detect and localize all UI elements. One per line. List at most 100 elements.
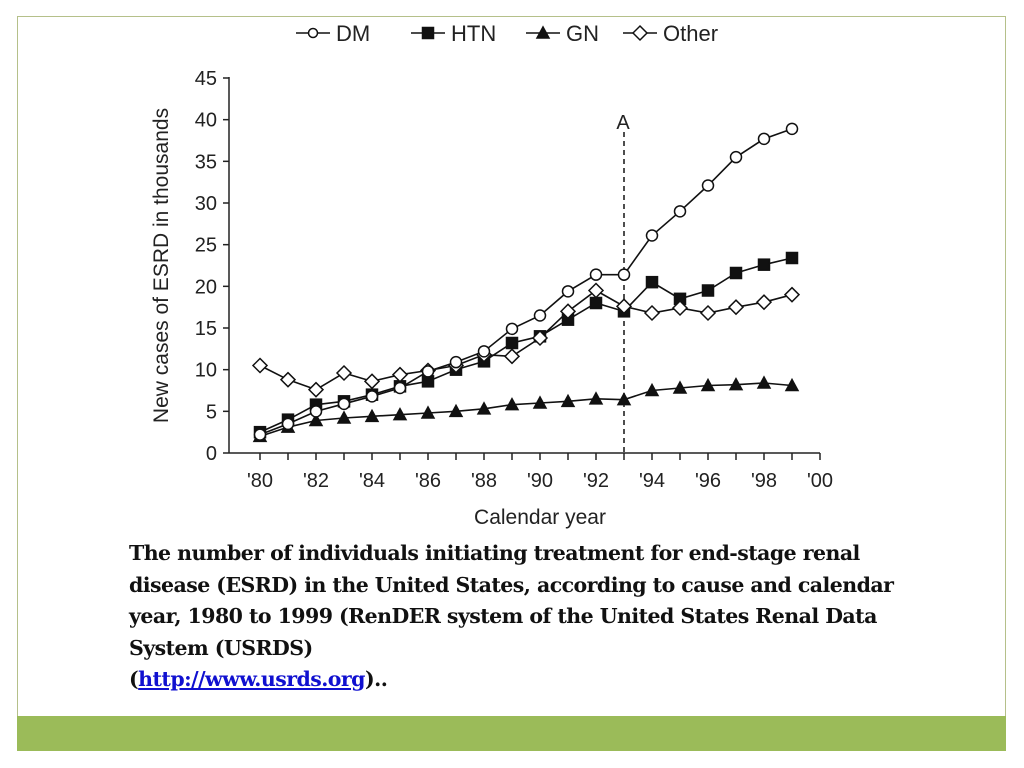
data-point-gn: [420, 405, 436, 419]
x-tick-label: '84: [359, 470, 385, 492]
data-point-htn: [757, 258, 771, 271]
data-point-htn: [729, 266, 743, 280]
data-point-gn: [504, 397, 520, 411]
data-point-dm: [505, 322, 519, 336]
data-point-other: [727, 299, 745, 316]
data-point-other: [391, 366, 409, 383]
annotation-a: A: [616, 112, 630, 453]
x-axis-label: Calendar year: [474, 506, 606, 529]
x-tick-label: '82: [303, 470, 329, 492]
y-axis-label: New cases of ESRD in thousands: [150, 108, 173, 423]
legend-label: DM: [336, 21, 370, 46]
y-tick-label: 25: [195, 235, 217, 257]
data-point-dm: [729, 150, 743, 164]
data-point-other: [531, 329, 549, 347]
x-tick-label: '94: [639, 470, 665, 492]
data-point-other: [307, 381, 325, 398]
data-point-htn: [589, 296, 603, 310]
y-tick-label: 5: [206, 401, 217, 423]
data-point-other: [643, 304, 661, 322]
data-point-gn: [672, 380, 688, 394]
data-point-htn: [505, 336, 519, 350]
data-point-dm: [533, 309, 547, 322]
data-point-gn: [336, 410, 352, 424]
x-tick-label: '88: [471, 470, 497, 492]
data-point-other: [783, 286, 801, 303]
data-point-dm: [365, 390, 379, 403]
x-tick-label: '96: [695, 470, 721, 492]
data-point-gn: [392, 407, 408, 421]
data-point-gn: [756, 375, 772, 389]
legend-marker-htn: [421, 26, 435, 40]
data-point-gn: [700, 377, 716, 392]
x-tick-label: '80: [247, 470, 273, 492]
data-point-dm: [337, 397, 351, 411]
chart-axes: 0 5 10 15 20 25 30 35 40 45 '80 '82 '84 '86 '88 '90 '92…: [150, 68, 833, 529]
data-point-gn: [784, 377, 800, 392]
legend-item-gn: GN: [526, 21, 599, 46]
series-gn: [252, 375, 800, 443]
x-tick-label: '86: [415, 470, 441, 492]
y-tick-label: 35: [195, 151, 217, 173]
series-htn: [253, 251, 799, 439]
legend-item-htn: HTN: [411, 21, 496, 46]
legend-label: Other: [663, 21, 718, 46]
y-tick-label: 0: [206, 443, 217, 465]
data-point-other: [335, 364, 353, 382]
x-tick-label: '90: [527, 470, 553, 492]
data-point-dm: [393, 381, 407, 395]
data-point-other: [615, 298, 633, 315]
data-point-gn: [476, 401, 492, 415]
legend-label: HTN: [451, 21, 496, 46]
data-point-dm: [561, 285, 575, 298]
slide-footer-bar: [17, 716, 1006, 751]
data-point-other: [587, 282, 605, 299]
data-point-dm: [645, 229, 659, 242]
chart-series: [251, 122, 801, 443]
data-point-dm: [281, 417, 295, 431]
caption-text: The number of individuals initiating tre…: [129, 541, 894, 660]
usrds-link[interactable]: http://www.usrds.org: [138, 667, 365, 691]
data-point-gn: [448, 403, 464, 418]
legend-marker-other: [631, 24, 649, 42]
y-tick-label: 40: [195, 110, 217, 132]
chart-legend: DM HTN GN Other: [296, 21, 718, 46]
y-tick-label: 20: [195, 276, 217, 298]
data-point-other: [503, 348, 521, 365]
y-tick-label: 10: [195, 360, 217, 382]
series-dm: [253, 122, 799, 441]
data-point-other: [363, 373, 381, 390]
x-tick-label: '92: [583, 470, 609, 492]
data-point-dm: [309, 405, 323, 418]
data-point-gn: [588, 391, 604, 405]
data-point-gn: [364, 408, 380, 423]
legend-marker-gn: [535, 25, 551, 39]
data-point-dm: [477, 345, 491, 358]
x-tick-label: '00: [807, 470, 833, 492]
data-point-dm: [589, 268, 603, 281]
data-point-dm: [701, 179, 715, 192]
y-axis-ticks: 0 5 10 15 20 25 30 35 40 45: [195, 68, 229, 465]
data-point-dm: [757, 132, 771, 146]
y-tick-label: 30: [195, 193, 217, 215]
legend-marker-dm: [307, 27, 319, 39]
data-point-gn: [532, 395, 548, 409]
data-point-gn: [728, 377, 744, 391]
y-tick-label: 15: [195, 318, 217, 340]
y-tick-label: 45: [195, 68, 217, 90]
data-point-dm: [673, 205, 687, 218]
data-point-other: [559, 303, 577, 320]
annotation-label: A: [616, 112, 630, 134]
figure-caption: The number of individuals initiating tre…: [129, 538, 909, 696]
data-point-other: [671, 299, 689, 317]
data-point-other: [755, 294, 773, 311]
x-tick-label: '98: [751, 470, 777, 492]
caption-open-paren: (: [129, 667, 139, 691]
data-point-dm: [785, 122, 799, 136]
series-line-gn: [259, 382, 793, 438]
data-point-htn: [645, 275, 659, 289]
data-point-gn: [308, 412, 324, 427]
legend-item-other: Other: [623, 21, 718, 46]
data-point-dm: [449, 355, 463, 369]
